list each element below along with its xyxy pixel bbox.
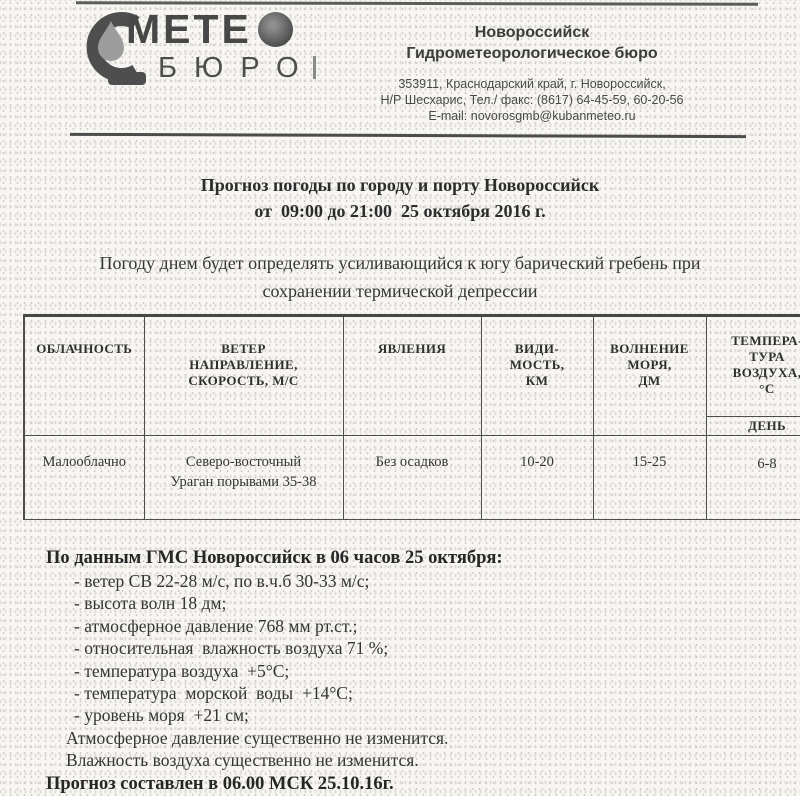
cell-visibility: 10-20 [480,435,594,520]
col-subheader-day: ДЕНЬ [705,416,800,436]
cell-air-temp-day: 6-8 [705,435,800,520]
col-header-phenomena: ЯВЛЕНИЯ [342,315,482,436]
note-pressure-trend: Атмосферное давление существенно не изме… [66,727,449,748]
logo-meteo-wordmark: МЕТЕ [126,6,293,53]
document-title: Прогноз погоды по городу и порту Новорос… [0,172,800,224]
synopsis-paragraph: Погоду днем будет определять усиливающий… [99,253,701,301]
note-humidity-trend: Влажность воздуха существенно не изменит… [66,750,419,771]
title-line2: от 09:00 до 21:00 25 октября 2016 г. [254,201,546,221]
observations-section: По данным ГМС Новороссийск в 06 часов 25… [46,546,790,796]
logo-o-circle-icon [257,12,293,47]
col-header-sea-state: ВОЛНЕНИЕ МОРЯ, ДМ [592,315,707,436]
observation-sea-level: - уровень моря +21 см; [74,705,249,726]
org-address-line2: Н/Р Шесхарис, Тел./ факс: (8617) 64-45-5… [380,93,684,107]
observation-sea-temp: - температура морской воды +14°С; [74,683,353,704]
forecast-table-row: Малооблачно Северо-восточный Ураган поры… [23,435,800,520]
logo-byuro-wordmark: БЮРО [158,52,316,84]
cell-cloudiness: Малооблачно [23,435,145,520]
org-email: E-mail: novorosgmb@kubanmeteo.ru [428,109,636,123]
observation-air-temp: - температура воздуха +5°С; [74,660,290,681]
org-city: Новороссийск [474,24,590,41]
cell-wind: Северо-восточный Ураган порывами 35-38 [143,435,344,520]
title-line1: Прогноз погоды по городу и порту Новорос… [200,175,600,195]
org-address-line1: 353911, Краснодарский край, г. Новоросси… [398,77,666,91]
col-header-cloudiness: ОБЛАЧНОСТЬ [23,315,145,436]
cell-phenomena: Без осадков [342,435,482,520]
cell-sea-state: 15-25 [592,435,707,520]
observation-pressure: - атмосферное давление 768 мм рт.ст.; [74,615,358,636]
letterhead-org-block: Новороссийск Гидрометеорологическое бюро… [352,22,712,124]
forecast-composed-line: Прогноз составлен в 06.00 МСК 25.10.16г. [46,773,394,794]
forecast-table: ОБЛАЧНОСТЬ ВЕТЕР НАПРАВЛЕНИЕ, СКОРОСТЬ, … [23,314,800,520]
org-name: Гидрометеорологическое бюро [406,45,658,62]
col-header-wind: ВЕТЕР НАПРАВЛЕНИЕ, СКОРОСТЬ, М/С [143,315,344,436]
logo-tick-mark [313,56,316,79]
org-address: 353911, Краснодарский край, г. Новоросси… [352,76,712,124]
observation-wave-height: - высота волн 18 дм; [74,593,227,614]
observations-heading: По данным ГМС Новороссийск в 06 часов 25… [46,548,503,568]
col-header-visibility: ВИДИ- МОСТЬ, КМ [480,315,594,436]
observation-wind: - ветер СВ 22-28 м/с, по в.ч.б 30-33 м/с… [74,571,370,591]
letterhead-divider-rule [69,132,747,139]
col-header-air-temp: ТЕМПЕРА- ТУРА ВОЗДУХА, °С [705,315,800,417]
observation-humidity: - относительная влажность воздуха 71 %; [74,638,389,659]
crescent-droplet-icon [86,12,146,85]
logo-meteo-letters: МЕТЕ [126,6,252,52]
